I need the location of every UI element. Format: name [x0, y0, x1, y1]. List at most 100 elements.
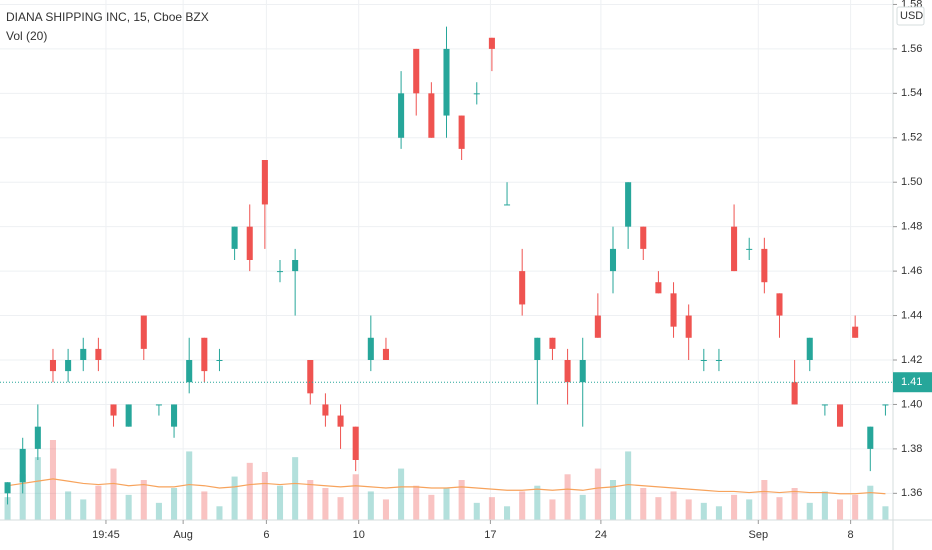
- volume-bar: [715, 506, 722, 520]
- volume-bar: [852, 494, 859, 520]
- candle-body: [731, 226, 738, 272]
- volume-bar: [261, 472, 268, 520]
- candle-body: [261, 160, 268, 205]
- volume-ma-line: [7, 478, 886, 495]
- candle-body: [640, 226, 647, 249]
- candle-body: [140, 315, 147, 349]
- y-tick-label: 1.58: [901, 0, 922, 10]
- volume-bar: [579, 494, 586, 520]
- candle-body: [776, 293, 783, 316]
- volume-bar: [594, 468, 601, 520]
- volume-bar: [34, 457, 41, 520]
- candle-body: [413, 48, 420, 94]
- candle-body: [821, 404, 828, 406]
- candle-body: [519, 271, 526, 305]
- volume-bar: [95, 485, 102, 520]
- volume-bar: [504, 506, 511, 520]
- y-tick-label: 1.42: [901, 354, 922, 366]
- volume-bar: [231, 476, 238, 520]
- candle-body: [836, 404, 844, 427]
- volume-bar: [882, 506, 889, 520]
- volume-bar: [534, 485, 541, 520]
- volume-bar: [337, 497, 344, 520]
- y-tick-label: 1.44: [901, 309, 922, 321]
- candle-body: [155, 404, 162, 406]
- volume-bar: [731, 494, 738, 520]
- plot: [0, 0, 893, 520]
- volume-bar: [821, 491, 828, 520]
- volume-bar: [322, 488, 329, 520]
- candle-body: [246, 226, 253, 260]
- volume-bar: [488, 497, 495, 520]
- volume-bar: [49, 440, 57, 520]
- volume-bar: [171, 488, 178, 520]
- y-tick-label: 1.56: [901, 43, 922, 55]
- candle-body: [186, 360, 193, 383]
- candle-body: [443, 48, 450, 116]
- candle-body: [65, 360, 72, 372]
- candle-body: [504, 204, 511, 206]
- volume-bar: [186, 451, 193, 520]
- y-tick-label: 1.50: [901, 176, 922, 188]
- volume-bar: [413, 485, 420, 520]
- volume-bar: [110, 468, 117, 520]
- candle-body: [307, 360, 314, 394]
- indicator-label: Vol (20): [6, 29, 47, 43]
- volume-bar: [609, 480, 617, 520]
- candle-body: [352, 426, 359, 460]
- volume-bar: [685, 499, 692, 520]
- last-price-label: 1.41: [901, 376, 922, 388]
- x-tick-label: 8: [848, 529, 854, 541]
- x-tick-label: 19:45: [92, 529, 120, 541]
- volume-bar: [276, 485, 284, 520]
- volume-bar: [791, 488, 798, 520]
- volume-bar: [80, 499, 87, 520]
- candle-body: [534, 337, 541, 360]
- volume-bar: [155, 502, 162, 520]
- volume-bar: [352, 474, 359, 520]
- candle-body: [882, 404, 889, 406]
- volume-bar: [640, 488, 647, 520]
- candle-body: [428, 93, 435, 138]
- volume-bar: [625, 451, 632, 520]
- candle-body: [549, 337, 556, 349]
- y-tick-label: 1.52: [901, 132, 922, 144]
- candle-body: [276, 271, 284, 273]
- volume-bar: [806, 502, 813, 520]
- volume-bar: [458, 480, 465, 520]
- volume-bar: [519, 491, 526, 520]
- candle-body: [609, 248, 617, 272]
- candle-body: [110, 404, 117, 416]
- candle-body: [564, 360, 571, 383]
- volume-bar: [867, 485, 874, 520]
- volume-bar: [292, 457, 299, 520]
- x-tick-label: Sep: [749, 529, 769, 541]
- candle-body: [670, 293, 677, 327]
- candle-body: [579, 360, 586, 383]
- volume-bar: [428, 494, 435, 520]
- candle-body: [231, 226, 238, 249]
- volume-bar: [443, 488, 450, 520]
- volume-bar: [140, 480, 147, 520]
- candle-body: [806, 337, 813, 360]
- candle-body: [867, 426, 874, 449]
- y-tick-label: 1.46: [901, 265, 922, 277]
- volume-bar: [367, 491, 374, 520]
- volume-bar: [246, 462, 253, 520]
- x-tick-label: 17: [484, 529, 496, 541]
- candle-body: [594, 315, 601, 338]
- candle-body: [80, 348, 87, 360]
- candle-body: [655, 282, 662, 294]
- candle-body: [852, 326, 859, 338]
- candle-body: [715, 360, 722, 361]
- volume-bar: [125, 494, 132, 520]
- candle-body: [761, 248, 768, 283]
- volume-bar: [307, 480, 314, 520]
- volume-bar: [382, 499, 389, 520]
- candle-body: [382, 348, 389, 360]
- volume-bar: [700, 502, 707, 520]
- candle-body: [488, 37, 495, 49]
- volume-bar: [776, 497, 783, 520]
